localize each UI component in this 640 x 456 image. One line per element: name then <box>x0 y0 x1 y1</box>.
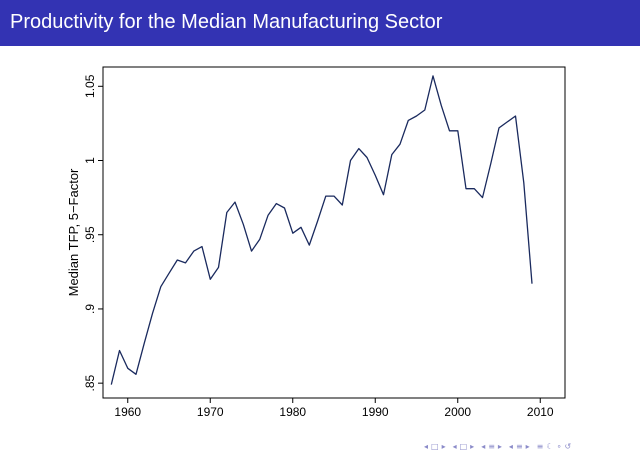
data-point <box>424 109 425 110</box>
y-tick-label: .85 <box>83 374 97 391</box>
nav-frame-prev-icon[interactable]: ◂ <box>424 442 430 451</box>
data-point <box>226 212 227 213</box>
data-point <box>193 250 194 251</box>
data-point <box>234 201 235 202</box>
nav-section-next-icon[interactable]: ▸ <box>497 442 503 451</box>
data-point <box>267 215 268 216</box>
data-point <box>135 374 136 375</box>
x-tick-label: 1980 <box>279 405 306 419</box>
data-point <box>127 368 128 369</box>
data-point <box>350 160 351 161</box>
data-point <box>309 245 310 246</box>
y-axis-label: Median TFP, 5−Factor <box>66 168 81 296</box>
data-point <box>119 350 120 351</box>
data-point <box>490 163 491 164</box>
series-line <box>110 75 533 385</box>
nav-subsection-icon[interactable]: □ <box>459 442 469 451</box>
nav-frame-icon[interactable]: □ <box>431 442 440 451</box>
data-point <box>432 75 433 76</box>
data-point <box>325 196 326 197</box>
data-point <box>457 130 458 131</box>
data-point <box>259 239 260 240</box>
nav-back-icon[interactable]: ↺ <box>564 442 573 451</box>
data-point <box>498 127 499 128</box>
data-point <box>152 313 153 314</box>
data-point <box>210 279 211 280</box>
plot-frame <box>102 66 566 399</box>
data-point <box>383 194 384 195</box>
data-point <box>449 130 450 131</box>
nav-search-icon[interactable]: ∘ <box>556 442 563 451</box>
x-tick-label: 1970 <box>197 405 224 419</box>
data-point <box>292 233 293 234</box>
data-point <box>144 342 145 343</box>
data-point <box>284 207 285 208</box>
nav-doc-prev-icon[interactable]: ◂ <box>508 442 514 451</box>
nav-align-icon[interactable]: ≡ <box>536 442 545 451</box>
data-point <box>160 286 161 287</box>
nav-find-icon[interactable]: ☾ <box>546 442 555 451</box>
data-point <box>482 197 483 198</box>
nav-subsection-next-icon[interactable]: ▸ <box>470 442 476 451</box>
data-point <box>177 259 178 260</box>
data-point <box>531 283 532 284</box>
nav-subsection-prev-icon[interactable]: ◂ <box>452 442 458 451</box>
data-point <box>416 115 417 116</box>
x-tick-label: 2010 <box>527 405 554 419</box>
data-point <box>366 157 367 158</box>
y-tick-label: .9 <box>83 304 97 314</box>
y-tick-label: 1 <box>83 157 97 164</box>
data-point <box>474 188 475 189</box>
y-tick-label: .95 <box>83 226 97 243</box>
data-point <box>243 224 244 225</box>
beamer-navigation-bar[interactable]: ◂ □ ▸ ◂ □ ▸ ◂ ≡ ▸ ◂ ≡ ▸ ≡ ☾ ∘ ↺ <box>424 442 574 451</box>
data-point <box>342 204 343 205</box>
data-point <box>515 115 516 116</box>
data-point <box>358 148 359 149</box>
data-point <box>168 273 169 274</box>
x-tick-label: 1960 <box>114 405 141 419</box>
data-point <box>201 246 202 247</box>
y-tick-label: 1.05 <box>83 74 97 98</box>
tfp-line-chart: 1960 1970 1980 1990 2000 2010 .85 .9 .95 1 1.05 Med… <box>66 66 566 419</box>
data-point <box>185 262 186 263</box>
data-point <box>507 121 508 122</box>
data-point <box>251 250 252 251</box>
data-point <box>276 203 277 204</box>
data-point <box>465 188 466 189</box>
data-point <box>317 221 318 222</box>
nav-doc-next-icon[interactable]: ▸ <box>525 442 531 451</box>
data-point <box>333 196 334 197</box>
data-point <box>408 120 409 121</box>
x-tick-label: 2000 <box>444 405 471 419</box>
nav-frame-next-icon[interactable]: ▸ <box>441 442 447 451</box>
slide-title: Productivity for the Median Manufacturin… <box>10 11 443 33</box>
data-point <box>218 267 219 268</box>
data-point <box>375 175 376 176</box>
data-point <box>441 105 442 106</box>
x-tick-label: 1990 <box>362 405 389 419</box>
data-point <box>300 227 301 228</box>
data-point <box>111 384 112 385</box>
data-point <box>399 144 400 145</box>
nav-section-prev-icon[interactable]: ◂ <box>481 442 487 451</box>
slide-title-bar: Productivity for the Median Manufacturin… <box>0 0 640 46</box>
nav-section-icon[interactable]: ≡ <box>488 442 496 451</box>
nav-doc-icon[interactable]: ≡ <box>515 442 524 451</box>
data-point <box>523 182 524 183</box>
data-point <box>391 154 392 155</box>
